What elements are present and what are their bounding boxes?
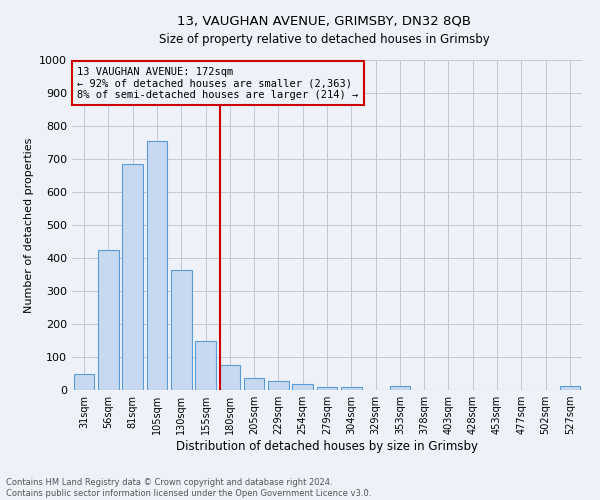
Bar [560, 386, 580, 390]
Text: 13, VAUGHAN AVENUE, GRIMSBY, DN32 8QB: 13, VAUGHAN AVENUE, GRIMSBY, DN32 8QB [177, 15, 471, 28]
X-axis label: Distribution of detached houses by size in Grimsby: Distribution of detached houses by size … [176, 440, 478, 453]
Bar [122, 164, 143, 390]
Bar [220, 365, 240, 390]
Bar [195, 340, 216, 390]
Bar [171, 270, 191, 390]
Bar [146, 141, 167, 390]
Text: 13 VAUGHAN AVENUE: 172sqm
← 92% of detached houses are smaller (2,363)
8% of sem: 13 VAUGHAN AVENUE: 172sqm ← 92% of detac… [77, 66, 358, 100]
Text: Contains HM Land Registry data © Crown copyright and database right 2024.
Contai: Contains HM Land Registry data © Crown c… [6, 478, 371, 498]
Bar [389, 386, 410, 390]
Bar [341, 388, 362, 390]
Bar [244, 378, 265, 390]
Bar [292, 384, 313, 390]
Bar [268, 382, 289, 390]
Bar [317, 386, 337, 390]
Bar [98, 250, 119, 390]
Text: Size of property relative to detached houses in Grimsby: Size of property relative to detached ho… [158, 32, 490, 46]
Y-axis label: Number of detached properties: Number of detached properties [23, 138, 34, 312]
Bar [74, 374, 94, 390]
